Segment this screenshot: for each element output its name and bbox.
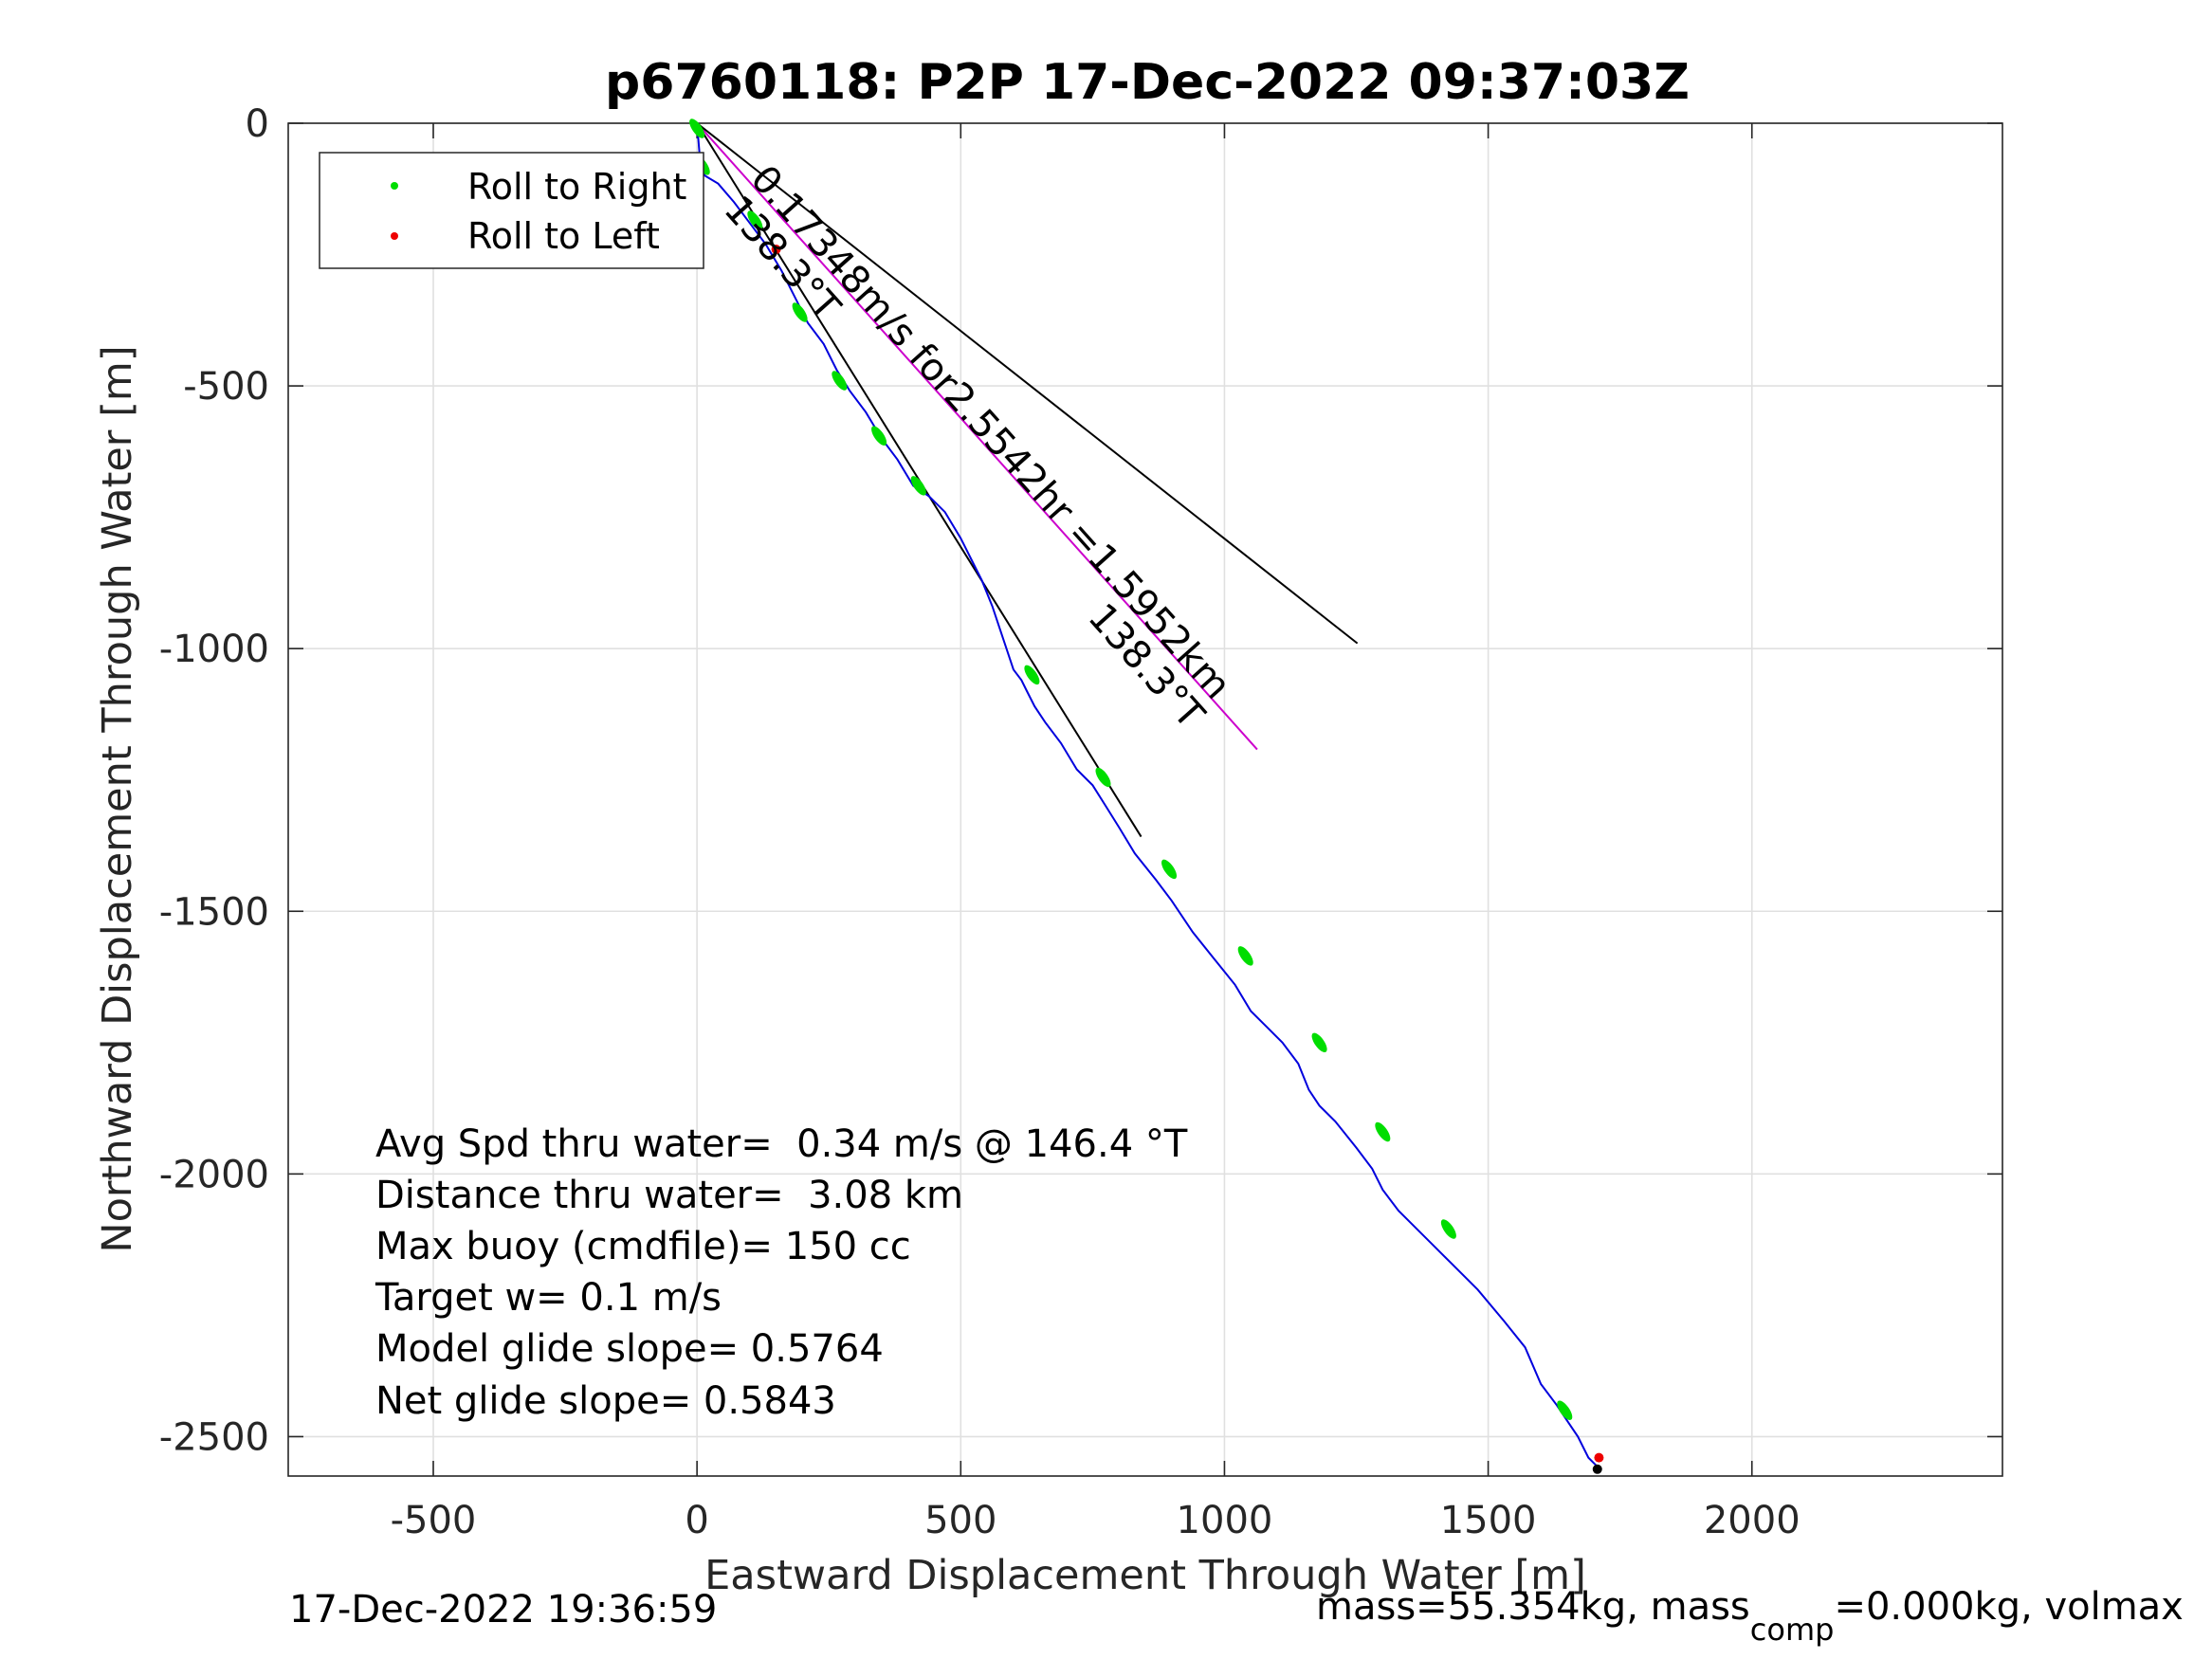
legend-box (319, 152, 704, 269)
x-axis-label: Eastward Displacement Through Water [m] (704, 1552, 1586, 1599)
x-tick-label: 500 (924, 1499, 996, 1542)
roll-right-point (1095, 767, 1111, 788)
roll-left-point (771, 245, 781, 255)
roll-right-point (1311, 1032, 1327, 1053)
chart-title: p6760118: P2P 17-Dec-2022 09:37:03Z (605, 54, 1690, 111)
legend-marker-roll-left (391, 232, 398, 240)
x-tick-label: 1500 (1440, 1499, 1537, 1542)
stats-block: Avg Spd thru water= 0.34 m/s @ 146.4 °T … (375, 1122, 1188, 1423)
plot-frame (287, 122, 2003, 1477)
roll-left-point (1594, 1452, 1604, 1463)
roll-markers (689, 118, 1604, 1474)
x-tick-label: 2000 (1704, 1499, 1801, 1542)
mass-info: mass=55.354kg, masscomp=0.000kg, volmax (1316, 1585, 2184, 1648)
legend-label-roll-right: Roll to Right (467, 166, 686, 208)
roll-right-point (832, 371, 848, 391)
x-tick-label: -500 (391, 1499, 477, 1542)
timestamp: 17-Dec-2022 19:36:59 (289, 1588, 717, 1632)
track-layer (696, 122, 1598, 1467)
roll-right-point (1237, 946, 1253, 966)
y-tick-label: -500 (183, 365, 269, 409)
roll-right-point (1024, 665, 1040, 685)
x-tick-label: 0 (685, 1499, 708, 1542)
x-tick-label: 1000 (1177, 1499, 1273, 1542)
legend: Roll to Right Roll to Left (319, 152, 704, 269)
reference-line-line (696, 122, 1359, 645)
stat-target-w: Target w= 0.1 m/s (375, 1276, 722, 1320)
roll-right-point (792, 302, 808, 322)
roll-right-point (871, 426, 887, 446)
stat-distance: Distance thru water= 3.08 km (375, 1174, 963, 1217)
axis-ticks: -500 0 500 1000 1500 2000 0 -500 -1000 -1500 -2000… (159, 102, 2002, 1542)
legend-marker-roll-right (391, 182, 398, 190)
roll-right-point (1161, 859, 1178, 880)
y-tick-label: -2000 (159, 1153, 269, 1196)
stat-model-glide: Model glide slope= 0.5764 (375, 1327, 884, 1371)
y-tick-label: -1500 (159, 890, 269, 934)
stat-avg-speed: Avg Spd thru water= 0.34 m/s @ 146.4 °T (375, 1122, 1188, 1166)
roll-right-point (910, 476, 926, 496)
roll-right-point (689, 118, 705, 138)
legend-label-roll-left: Roll to Left (467, 215, 660, 257)
y-axis-label: Northward Displacement Through Water [m] (94, 345, 141, 1252)
y-tick-label: 0 (246, 102, 269, 146)
roll-right-point (747, 210, 763, 230)
mass-info-subscript: comp (1750, 1612, 1835, 1648)
current-vector-line (696, 122, 1258, 751)
track-line (696, 122, 1598, 1467)
mass-info-prefix: mass=55.354kg, mass (1316, 1585, 1750, 1629)
y-tick-label: -2500 (159, 1415, 269, 1459)
roll-right-point (1440, 1219, 1456, 1239)
stat-net-glide: Net glide slope= 0.5843 (375, 1379, 836, 1423)
mass-info-suffix: =0.000kg, volmax (1834, 1585, 2183, 1629)
roll-right-point (1557, 1400, 1573, 1420)
y-tick-label: -1000 (159, 628, 269, 671)
roll-right-point (1375, 1121, 1391, 1142)
end-point (1592, 1464, 1602, 1474)
stat-max-buoy: Max buoy (cmdfile)= 150 cc (375, 1225, 911, 1268)
plot-area (288, 123, 2002, 1476)
